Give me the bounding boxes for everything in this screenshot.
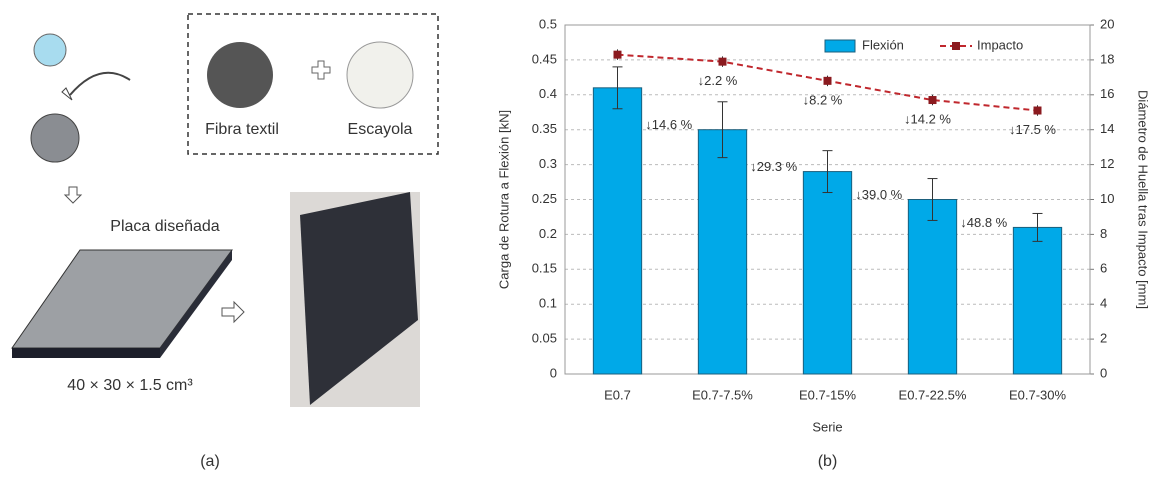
y-tick-label: 0.35 [532, 121, 557, 136]
change-label: ↓14.6 % [645, 117, 692, 132]
marker [824, 77, 832, 85]
bar [803, 172, 851, 374]
y2-tick-label: 4 [1100, 296, 1107, 311]
bar [593, 88, 641, 374]
y-tick-label: 0.3 [539, 156, 557, 171]
plus [312, 61, 330, 79]
y-axis-label: Carga de Rotura a Flexión [kN] [496, 110, 511, 289]
x-tick-label: E0.7-7.5% [692, 387, 753, 402]
y2-tick-label: 16 [1100, 86, 1114, 101]
bar [908, 200, 956, 375]
legend-label: Impacto [977, 37, 1023, 52]
fiber-circle [207, 42, 273, 108]
y2-tick-label: 12 [1100, 156, 1114, 171]
marker [719, 58, 727, 66]
y-tick-label: 0.25 [532, 191, 557, 206]
x-axis-label: Serie [812, 419, 842, 434]
change-label: ↓29.3 % [750, 159, 797, 174]
y-tick-label: 0.2 [539, 226, 557, 241]
y2-tick-label: 14 [1100, 121, 1114, 136]
figure: Fibra textil Escayola Placa diseñada 40 … [0, 0, 1156, 484]
marker [614, 51, 622, 59]
y-tick-label: 0 [550, 365, 557, 380]
panel-label: (a) [200, 453, 220, 470]
y-tick-label: 0.5 [539, 16, 557, 31]
y2-tick-label: 18 [1100, 51, 1114, 66]
small-circle [34, 34, 66, 66]
change-label: ↓39.0 % [855, 187, 902, 202]
y2-tick-label: 8 [1100, 226, 1107, 241]
y2-tick-label: 2 [1100, 331, 1107, 346]
y2-tick-label: 20 [1100, 16, 1114, 31]
y-tick-label: 0.4 [539, 86, 557, 101]
change-label: ↓8.2 % [803, 92, 843, 107]
panel-label: (b) [818, 453, 838, 470]
x-tick-label: E0.7-22.5% [899, 387, 967, 402]
bar [1013, 227, 1061, 374]
arrow-down [65, 187, 81, 203]
fiber-label: Fibra textil [205, 121, 279, 138]
marker [1034, 107, 1042, 115]
x-tick-label: E0.7 [604, 387, 631, 402]
page: Fibra textil Escayola Placa diseñada 40 … [0, 0, 1156, 489]
plate-label: Placa diseñada [110, 218, 220, 235]
y2-tick-label: 0 [1100, 365, 1107, 380]
arrow [70, 73, 130, 95]
mix-circle [31, 114, 79, 162]
y2-axis-label: Diámetro de Huella tras Impacto [mm] [1136, 90, 1151, 309]
bar [698, 130, 746, 374]
change-label: ↓17.5 % [1009, 122, 1056, 137]
plaster-circle [347, 42, 413, 108]
y-tick-label: 0.05 [532, 331, 557, 346]
marker [929, 96, 937, 104]
plaster-label: Escayola [348, 121, 413, 138]
panel-a: Fibra textil Escayola Placa diseñada 40 … [12, 14, 438, 470]
x-tick-label: E0.7-15% [799, 387, 857, 402]
legend-label: Flexión [862, 37, 904, 52]
legend-swatch [825, 40, 855, 52]
arrow-right [222, 302, 244, 322]
y2-tick-label: 10 [1100, 191, 1114, 206]
y-tick-label: 0.1 [539, 296, 557, 311]
plate-side [12, 348, 160, 358]
y-tick-label: 0.45 [532, 51, 557, 66]
change-label: ↓48.8 % [960, 215, 1007, 230]
change-label: ↓14.2 % [904, 111, 951, 126]
size-label: 40 × 30 × 1.5 cm³ [67, 377, 193, 394]
y2-tick-label: 6 [1100, 261, 1107, 276]
legend-marker [952, 42, 960, 50]
change-label: ↓2.2 % [698, 73, 738, 88]
y-tick-label: 0.15 [532, 261, 557, 276]
x-tick-label: E0.7-30% [1009, 387, 1067, 402]
